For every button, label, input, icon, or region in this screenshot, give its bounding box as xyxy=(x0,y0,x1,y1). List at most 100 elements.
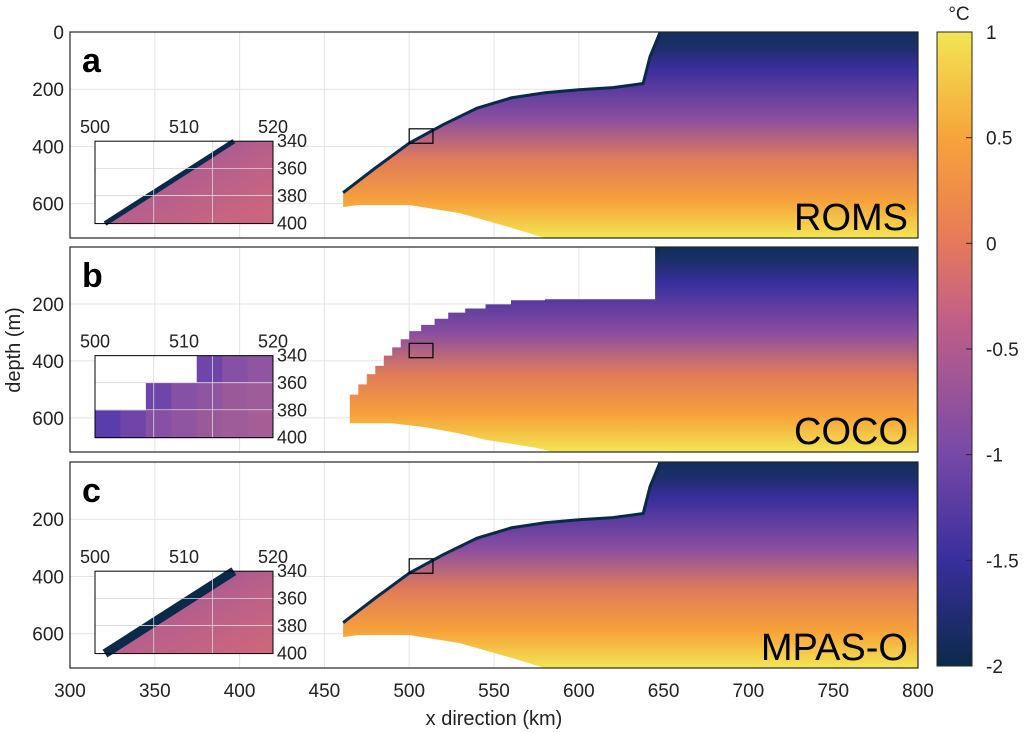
temperature-field xyxy=(349,247,918,452)
panel-label: c xyxy=(82,472,101,510)
inset-y-tick: 380 xyxy=(277,186,307,206)
temperature-field xyxy=(343,462,919,668)
inset-cell xyxy=(247,382,274,411)
inset-cell xyxy=(196,355,223,384)
y-tick-label: 200 xyxy=(32,295,64,316)
inset-x-tick: 510 xyxy=(169,117,199,137)
x-tick-label: 500 xyxy=(393,681,425,702)
inset-field xyxy=(105,141,273,224)
y-tick-label: 200 xyxy=(32,510,64,531)
colorbar-unit: °C xyxy=(948,4,969,25)
colorbar-tick-label: -1 xyxy=(986,446,1003,467)
inset-x-tick: 510 xyxy=(169,547,199,567)
inset-y-tick: 340 xyxy=(277,131,307,151)
inset-cell xyxy=(196,410,223,439)
inset-y-tick: 380 xyxy=(277,616,307,636)
inset-x-tick: 520 xyxy=(258,117,288,137)
x-tick-label: 550 xyxy=(478,681,510,702)
inset-cell xyxy=(145,382,172,411)
x-tick-label: 300 xyxy=(54,681,86,702)
inset-y-tick: 400 xyxy=(277,428,307,448)
axes-frame xyxy=(69,246,919,453)
inset-x-tick: 500 xyxy=(80,332,110,352)
x-tick-label: 700 xyxy=(733,681,765,702)
y-tick-label: 600 xyxy=(32,625,64,646)
inset-cell xyxy=(120,410,147,439)
x-tick-label: 750 xyxy=(817,681,849,702)
x-axis-label: x direction (km) xyxy=(426,708,563,730)
zoom-box xyxy=(408,342,434,359)
y-tick-label: 400 xyxy=(32,567,64,588)
colorbar-tick-label: -0.5 xyxy=(986,340,1019,361)
y-tick-label: 0 xyxy=(53,23,64,44)
x-tick-label: 600 xyxy=(563,681,595,702)
axes-frame xyxy=(69,461,919,669)
inset-cell xyxy=(247,355,274,384)
inset-cell xyxy=(171,410,198,439)
inset-cell xyxy=(171,382,198,411)
inset-cell xyxy=(222,410,249,439)
inset-y-tick: 380 xyxy=(277,400,307,420)
x-tick-label: 350 xyxy=(139,681,171,702)
y-tick-label: 600 xyxy=(32,409,64,430)
inset-x-tick: 500 xyxy=(80,547,110,567)
y-tick-label: 400 xyxy=(32,137,64,158)
inset-frame xyxy=(94,140,274,225)
inset-cell xyxy=(222,382,249,411)
ice-shelf-edge xyxy=(342,461,662,624)
ice-shelf-edge xyxy=(342,31,662,194)
inset-y-tick: 340 xyxy=(277,346,307,366)
inset-cell xyxy=(196,382,223,411)
model-label: COCO xyxy=(794,411,908,453)
inset-x-tick: 520 xyxy=(258,332,288,352)
model-label: MPAS-O xyxy=(761,627,908,669)
surface-band xyxy=(660,462,918,479)
inset-y-tick: 360 xyxy=(277,373,307,393)
axes-frame xyxy=(69,31,919,239)
inset-frame xyxy=(94,355,274,439)
colorbar-tick-label: 0.5 xyxy=(986,129,1012,150)
inset-cell xyxy=(247,410,274,439)
panel-label: b xyxy=(82,257,103,295)
inset-cell xyxy=(95,410,121,439)
inset-y-tick: 400 xyxy=(277,644,307,664)
x-tick-label: 400 xyxy=(224,681,256,702)
inset-x-tick: 500 xyxy=(80,117,110,137)
inset-field xyxy=(105,571,273,654)
inset-frame xyxy=(94,570,274,655)
surface-band xyxy=(660,32,918,49)
y-tick-label: 600 xyxy=(32,195,64,216)
y-tick-label: 200 xyxy=(32,80,64,101)
inset-y-tick: 360 xyxy=(277,589,307,609)
panel-label: a xyxy=(82,42,102,80)
colorbar-tick-label: 1 xyxy=(986,23,997,44)
x-tick-label: 650 xyxy=(648,681,680,702)
zoom-box xyxy=(408,128,434,144)
inset-x-tick: 520 xyxy=(258,547,288,567)
inset-x-tick: 510 xyxy=(169,332,199,352)
temperature-field xyxy=(343,32,919,238)
colorbar-tick-label: 0 xyxy=(986,234,997,255)
inset-cell xyxy=(222,355,249,384)
colorbar: 1 0.5 0 -0.5 -1 -1.5 -2 °C xyxy=(936,4,1019,678)
zoom-box xyxy=(408,558,434,574)
y-axis-label: depth (m) xyxy=(3,307,25,393)
inset-y-tick: 340 xyxy=(277,561,307,581)
model-label: ROMS xyxy=(794,197,908,239)
colorbar-tick-label: -2 xyxy=(986,657,1003,678)
x-tick-label: 800 xyxy=(902,681,934,702)
colorbar-tick-label: -1.5 xyxy=(986,551,1019,572)
inset-y-tick: 360 xyxy=(277,159,307,179)
y-tick-label: 400 xyxy=(32,352,64,373)
surface-band xyxy=(660,247,918,264)
inset-cell xyxy=(145,410,172,439)
x-tick-label: 450 xyxy=(309,681,341,702)
inset-y-tick: 400 xyxy=(277,214,307,234)
